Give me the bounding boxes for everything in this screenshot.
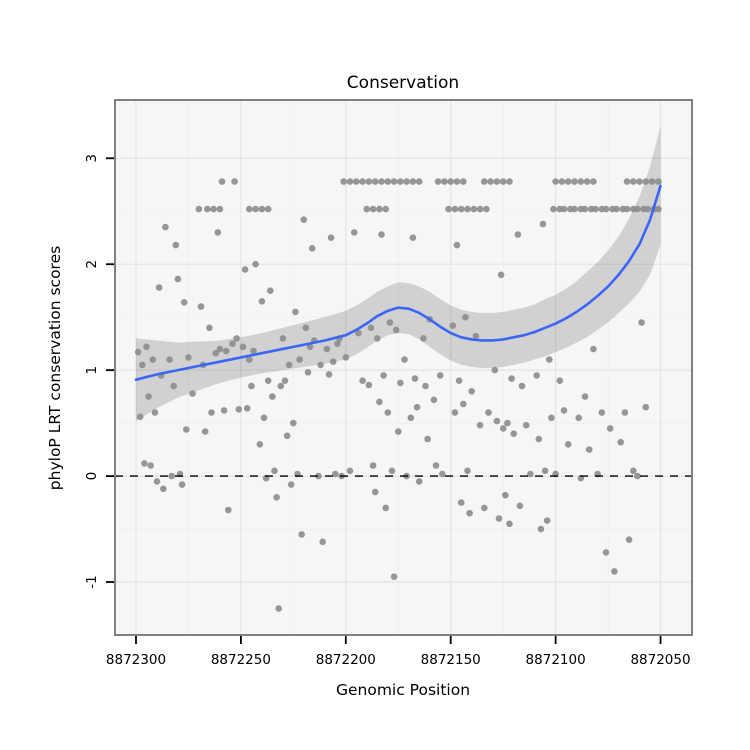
- x-tick-label: 8872050: [630, 652, 690, 668]
- smooth-line: [134, 184, 662, 381]
- axes: 8872300 8872250 8872200 8872150 8872100 88720…: [84, 154, 691, 668]
- y-tick-label: 0: [84, 472, 100, 481]
- plot-title: Conservation: [347, 73, 459, 93]
- confidence-ribbon: [135, 126, 661, 422]
- panel-border: [114, 99, 693, 636]
- x-tick-label: 8872300: [106, 652, 166, 668]
- y-tick-label: -1: [84, 575, 100, 588]
- x-tick-label: 8872200: [316, 652, 376, 668]
- x-tick-label: 8872250: [211, 652, 271, 668]
- y-tick-label: 2: [84, 260, 100, 269]
- y-tick-label: 3: [84, 154, 100, 163]
- x-axis-label: Genomic Position: [336, 681, 470, 699]
- y-tick-label: 1: [84, 366, 100, 375]
- plot-panel-layer: 8872300 8872250 8872200 8872150 8872100 88720…: [84, 99, 693, 668]
- y-axis-label: phyloP LRT conservation scores: [46, 246, 64, 490]
- plot-panel: [115, 100, 692, 635]
- x-tick-label: 8872150: [421, 652, 481, 668]
- x-tick-label: 8872100: [526, 652, 586, 668]
